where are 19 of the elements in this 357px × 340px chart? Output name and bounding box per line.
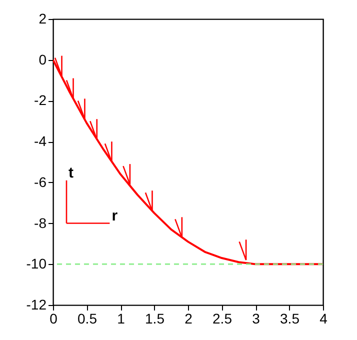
y-tick-label: -6 (34, 174, 47, 190)
x-tick-label: 4 (320, 310, 328, 326)
y-tick-label: -8 (34, 214, 47, 231)
annotation: t (68, 164, 74, 182)
annotation: r (112, 207, 118, 224)
x-tick-label: 2.5 (212, 310, 232, 326)
y-tick-label: -4 (34, 133, 47, 150)
x-tick-label: 2 (184, 310, 193, 326)
x-tick-label: 1.5 (145, 310, 165, 326)
y-tick-label: -2 (34, 92, 47, 108)
y-tick-label: 0 (38, 51, 47, 68)
y-tick-label: -10 (26, 256, 47, 272)
y-tick-label: 2 (38, 10, 47, 26)
x-tick-label: 0.5 (78, 310, 98, 326)
x-tick-label: 0 (50, 310, 58, 326)
x-tick-label: 3 (252, 310, 260, 326)
y-tick-label: -12 (26, 296, 47, 312)
x-tick-label: 3.5 (280, 310, 300, 326)
x-tick-label: 1 (117, 310, 126, 326)
